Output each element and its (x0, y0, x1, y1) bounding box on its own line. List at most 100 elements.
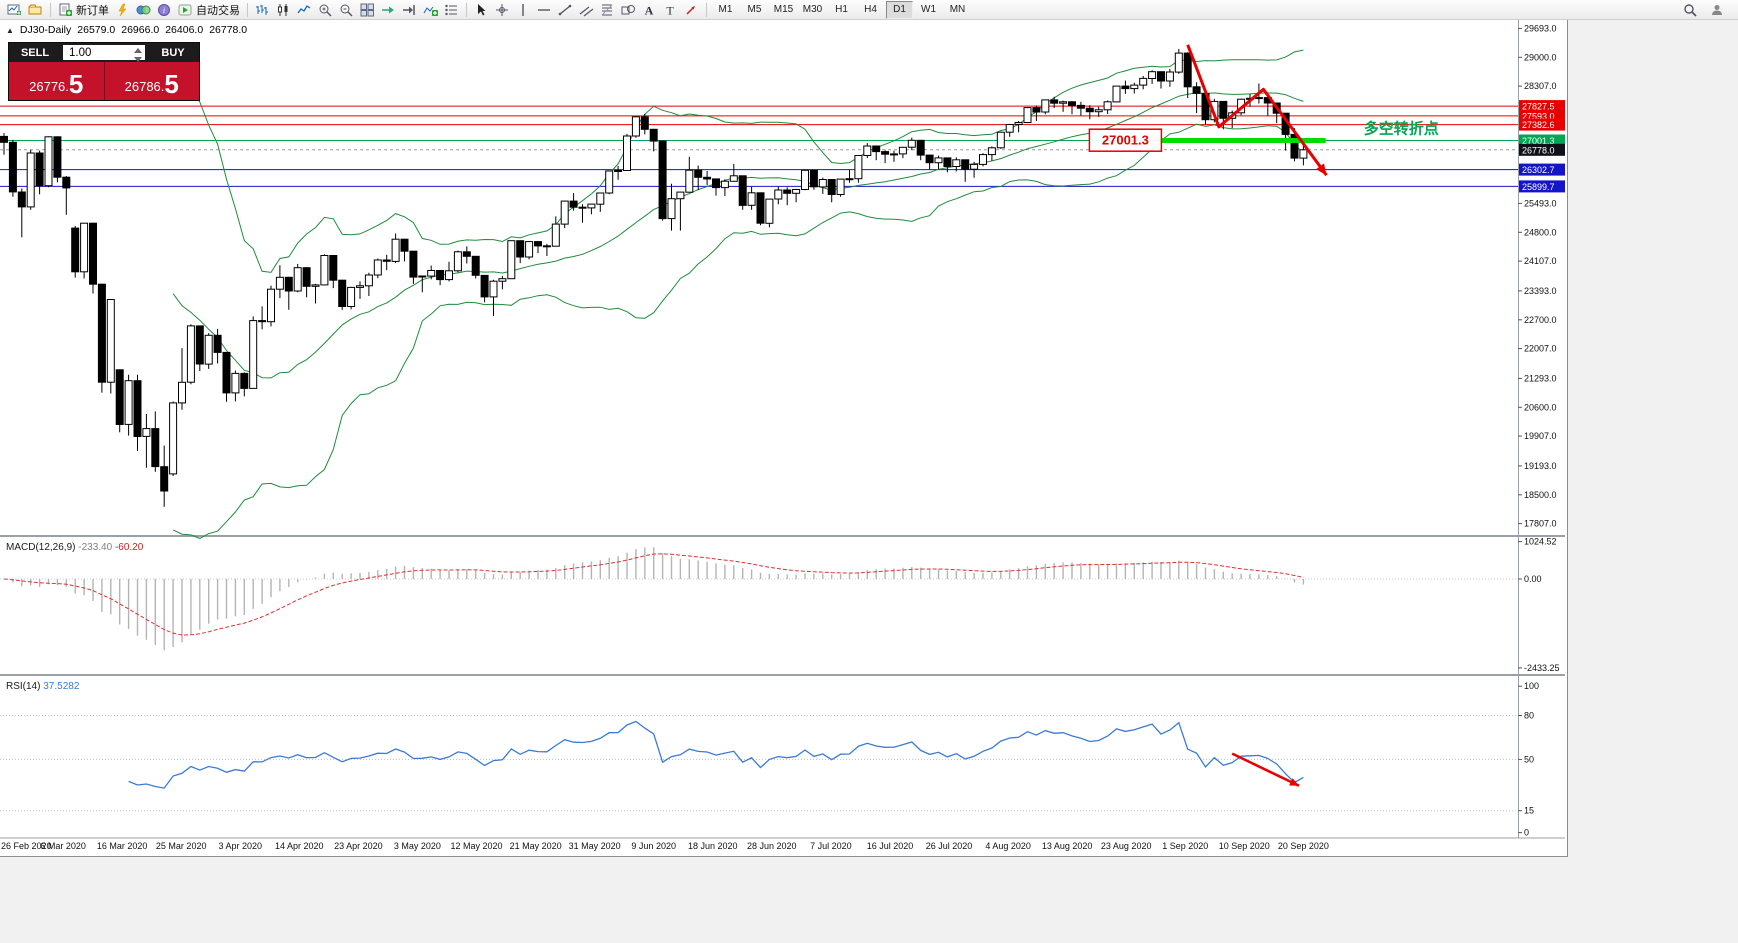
text-icon[interactable]: A (639, 1, 660, 19)
volume-stepper[interactable]: 1.00 (63, 45, 145, 62)
candlestick-chart-icon[interactable] (273, 1, 294, 19)
svg-text:24107.0: 24107.0 (1524, 256, 1557, 266)
data-window-icon[interactable]: i (154, 1, 175, 19)
chart-background[interactable] (0, 20, 1565, 854)
symbol-period-label: DJ30-Daily (19, 24, 72, 36)
bollinger-bands (172, 49, 1304, 539)
text-label-icon[interactable]: T (660, 1, 681, 19)
buy-price[interactable]: 26786. 5 (104, 62, 199, 100)
turning-point-label: 多空转折点 (1364, 120, 1439, 138)
trendline-icon[interactable] (555, 1, 576, 19)
arrows-icon[interactable] (681, 1, 702, 19)
line-chart-icon[interactable] (294, 1, 315, 19)
candles (0, 49, 1308, 507)
svg-text:-2433.25: -2433.25 (1524, 663, 1560, 673)
pane-separator[interactable] (0, 535, 1565, 537)
timeframe-mn-button[interactable]: MN (949, 4, 966, 15)
chart-annotations[interactable]: 27001.3 多空转折点 (1088, 44, 1439, 177)
timeframe-m1-button[interactable]: M1 (718, 4, 733, 15)
timeframe-m5-button[interactable]: M5 (747, 4, 762, 15)
equidistant-channel-icon[interactable] (576, 1, 597, 19)
svg-text:14 Apr 2020: 14 Apr 2020 (275, 841, 324, 851)
volume-spinner-buttons[interactable] (132, 46, 144, 62)
open-value: 26579.0 (77, 24, 116, 36)
svg-text:25493.0: 25493.0 (1524, 198, 1557, 208)
svg-text:10 Sep 2020: 10 Sep 2020 (1219, 841, 1270, 851)
autotrading-button[interactable]: 自动交易 (175, 1, 243, 19)
svg-text:18 Jun 2020: 18 Jun 2020 (688, 841, 738, 851)
bar-chart-icon[interactable] (252, 1, 273, 19)
search-icon[interactable] (1680, 1, 1701, 19)
sell-button[interactable]: SELL (9, 43, 61, 62)
pane-separator[interactable] (0, 674, 1565, 676)
svg-text:16 Jul 2020: 16 Jul 2020 (867, 841, 914, 851)
autotrading-button-label: 自动交易 (196, 4, 240, 17)
svg-text:31 May 2020: 31 May 2020 (569, 841, 621, 851)
horizontal-level-lines[interactable] (0, 105, 1518, 187)
volume-increase-icon[interactable] (134, 48, 142, 53)
volume-decrease-icon[interactable] (134, 57, 142, 62)
svg-text:22700.0: 22700.0 (1524, 315, 1557, 325)
chart-window: 27001.3 多空转折点 MACD(12,26,9) -233.40 -60.20… (0, 20, 1568, 857)
svg-text:21293.0: 21293.0 (1524, 373, 1557, 383)
volume-value[interactable]: 1.00 (69, 46, 92, 59)
timeframe-m30-button[interactable]: M30 (802, 4, 823, 15)
close-value: 26778.0 (209, 24, 248, 36)
svg-text:26778.0: 26778.0 (1522, 145, 1555, 155)
shapes-icon[interactable] (618, 1, 639, 19)
timeframe-d1-button[interactable]: D1 (886, 0, 913, 19)
metaeditor-icon[interactable] (112, 1, 133, 19)
sell-price[interactable]: 26776. 5 (9, 62, 105, 100)
horizontal-line-icon[interactable] (534, 1, 555, 19)
svg-text:T: T (666, 3, 674, 17)
indicators-icon[interactable] (420, 1, 441, 19)
charts-icon[interactable] (133, 1, 154, 19)
chart-shift-icon[interactable] (399, 1, 420, 19)
svg-text:27827.5: 27827.5 (1522, 102, 1555, 112)
svg-text:12 May 2020: 12 May 2020 (450, 841, 502, 851)
chart-ohlc-header: ▲ DJ30-Daily 26579.0 26966.0 26406.0 267… (6, 24, 247, 36)
new-order-button-label: 新订单 (76, 4, 109, 17)
timeframe-m15-button[interactable]: M15 (773, 4, 794, 15)
svg-text:21 May 2020: 21 May 2020 (510, 841, 562, 851)
rsi-arrow-annotation (1231, 752, 1300, 787)
one-click-toggle-icon[interactable]: ▲ (6, 25, 14, 35)
svg-text:7 Jul 2020: 7 Jul 2020 (810, 841, 852, 851)
objects-list-icon[interactable] (441, 1, 462, 19)
new-order-button[interactable]: 新订单 (55, 1, 112, 19)
community-icon[interactable] (1707, 1, 1728, 19)
tile-windows-icon[interactable] (357, 1, 378, 19)
one-click-trading-panel: SELL 1.00 BUY 26776. 5 26786. 5 (8, 42, 200, 101)
price-callout-box (1088, 128, 1163, 152)
svg-text:26302.7: 26302.7 (1522, 165, 1555, 175)
svg-text:25899.7: 25899.7 (1522, 182, 1555, 192)
svg-text:27382.6: 27382.6 (1522, 120, 1555, 130)
buy-button[interactable]: BUY (147, 43, 199, 62)
fibonacci-icon[interactable] (597, 1, 618, 19)
svg-text:0: 0 (1524, 828, 1529, 838)
crosshair-icon[interactable] (492, 1, 513, 19)
cursor-icon[interactable] (471, 1, 492, 19)
svg-text:80: 80 (1524, 711, 1534, 721)
timeframe-h1-button[interactable]: H1 (835, 4, 848, 15)
timeframe-h4-button[interactable]: H4 (864, 4, 877, 15)
auto-scroll-icon[interactable] (378, 1, 399, 19)
profiles-icon[interactable] (25, 1, 46, 19)
svg-text:13 Aug 2020: 13 Aug 2020 (1042, 841, 1093, 851)
low-value: 26406.0 (165, 24, 204, 36)
svg-text:100: 100 (1524, 681, 1539, 691)
date-axis-line (0, 837, 1565, 839)
high-value: 26966.0 (121, 24, 160, 36)
chart-plot-area[interactable]: 27001.3 多空转折点 MACD(12,26,9) -233.40 -60.20… (0, 20, 1565, 854)
zoom-out-icon[interactable] (336, 1, 357, 19)
macd-label: MACD(12,26,9) -233.40 -60.20 (6, 542, 144, 553)
timeframe-w1-button[interactable]: W1 (921, 4, 936, 15)
zoom-in-icon[interactable] (315, 1, 336, 19)
new-chart-icon[interactable] (4, 1, 25, 19)
svg-text:23 Apr 2020: 23 Apr 2020 (334, 841, 383, 851)
vertical-line-icon[interactable] (513, 1, 534, 19)
svg-text:17807.0: 17807.0 (1524, 519, 1557, 529)
svg-text:27593.0: 27593.0 (1522, 111, 1555, 121)
svg-text:3 May 2020: 3 May 2020 (394, 841, 441, 851)
